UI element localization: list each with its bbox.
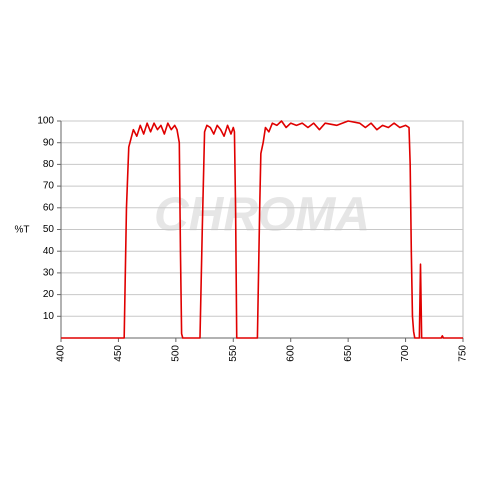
spectrum-line (61, 120, 463, 339)
y-tick-label: 90 (43, 137, 55, 148)
x-tick-label: 400 (56, 345, 67, 362)
y-axis-label: %T (15, 225, 30, 236)
y-tick-label: 80 (43, 159, 55, 170)
x-tick-label: 500 (170, 345, 181, 362)
x-tick-label: 600 (285, 345, 296, 362)
y-tick-label: 20 (43, 289, 55, 300)
y-tick-label: 70 (43, 181, 55, 192)
y-tick-label: 30 (43, 268, 55, 279)
watermark: CHROMA (154, 189, 370, 242)
x-tick-label: 700 (400, 345, 411, 362)
y-tick-label: 10 (43, 311, 55, 322)
x-tick-label: 550 (228, 345, 239, 362)
x-tick-label: 750 (458, 345, 469, 362)
x-tick-label: 450 (113, 345, 124, 362)
y-tick-label: 40 (43, 246, 55, 257)
y-tick-label: 100 (37, 116, 54, 127)
x-tick-label: 650 (343, 345, 354, 362)
y-tick-label: 50 (43, 224, 55, 235)
y-tick-label: 60 (43, 202, 55, 213)
